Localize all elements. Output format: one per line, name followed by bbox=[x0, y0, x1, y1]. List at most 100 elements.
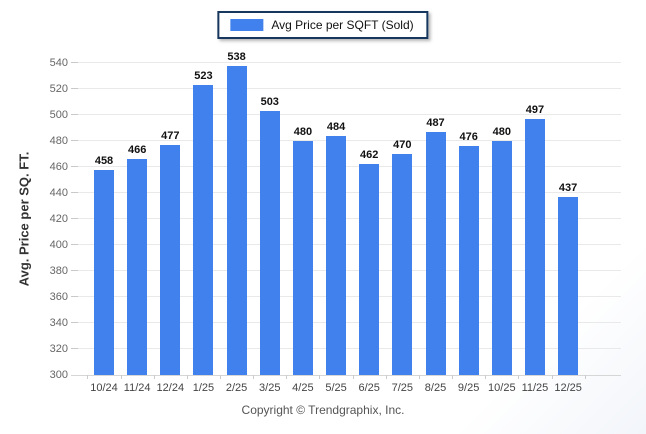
gridline bbox=[71, 62, 621, 63]
y-axis-label: 340 bbox=[49, 317, 68, 329]
y-tick-mark bbox=[71, 166, 78, 167]
bar-10/24: 458 bbox=[94, 155, 114, 375]
y-tick-mark bbox=[71, 192, 78, 193]
bar-value-label: 462 bbox=[360, 149, 379, 162]
y-axis-label: 400 bbox=[49, 239, 68, 251]
y-axis-label: 520 bbox=[49, 83, 68, 95]
x-tick-mark bbox=[352, 375, 354, 379]
x-tick-mark bbox=[120, 375, 122, 379]
x-tick-mark bbox=[220, 375, 222, 379]
x-axis-label: 4/25 bbox=[292, 382, 314, 394]
y-tick-mark bbox=[71, 244, 78, 245]
x-tick-mark bbox=[87, 375, 89, 379]
y-tick-mark bbox=[71, 348, 78, 349]
legend: Avg Price per SQFT (Sold) bbox=[217, 11, 429, 39]
x-axis-label: 12/24 bbox=[156, 382, 185, 394]
x-tick-mark bbox=[584, 375, 586, 379]
x-axis-label: 11/24 bbox=[123, 382, 151, 394]
bar-5/25: 484 bbox=[326, 121, 347, 375]
bar-8/25: 487 bbox=[425, 117, 446, 375]
bar-6/25: 462 bbox=[359, 149, 380, 375]
x-tick-mark bbox=[385, 375, 387, 379]
gridline bbox=[71, 88, 621, 89]
bar-value-label: 497 bbox=[525, 103, 545, 116]
y-tick-mark bbox=[71, 322, 78, 323]
y-tick-mark bbox=[71, 62, 78, 63]
bar-value-label: 484 bbox=[326, 120, 346, 133]
y-axis-label: 320 bbox=[49, 343, 68, 355]
bar-value-label: 437 bbox=[558, 181, 578, 194]
bar-11/24: 466 bbox=[127, 144, 148, 375]
y-tick-mark bbox=[71, 88, 78, 89]
x-axis-label: 12/25 bbox=[554, 382, 582, 394]
y-tick-mark bbox=[71, 114, 78, 115]
x-axis-label: 11/25 bbox=[521, 382, 549, 394]
gridline bbox=[71, 140, 621, 141]
y-axis-tick-labels: 300 320 340 360 380 400 420 440 460 480 500 520 540 bbox=[0, 57, 68, 381]
x-tick-mark bbox=[518, 375, 520, 379]
y-axis-label: 300 bbox=[49, 369, 68, 381]
x-axis-label: 5/25 bbox=[325, 382, 347, 394]
bar-value-label: 480 bbox=[293, 126, 313, 138]
gridline bbox=[71, 296, 621, 297]
bar-11/25: 497 bbox=[524, 104, 545, 375]
x-axis-label: 7/25 bbox=[391, 382, 414, 394]
gridline bbox=[71, 114, 621, 115]
x-tick-mark bbox=[319, 375, 321, 379]
legend-swatch bbox=[230, 19, 264, 31]
gridline bbox=[71, 322, 621, 323]
y-tick-mark bbox=[71, 270, 78, 271]
gridline bbox=[71, 192, 621, 193]
x-tick-mark bbox=[551, 375, 553, 379]
y-axis-label: 540 bbox=[49, 57, 68, 69]
y-tick-mark bbox=[71, 218, 78, 219]
x-axis-label: 10/24 bbox=[90, 382, 118, 394]
x-tick-mark bbox=[153, 375, 155, 379]
y-axis-label: 440 bbox=[49, 187, 68, 199]
x-axis-label: 9/25 bbox=[457, 382, 480, 394]
bar-value-label: 480 bbox=[492, 126, 511, 138]
x-tick-mark bbox=[418, 375, 420, 379]
x-tick-mark bbox=[186, 375, 188, 379]
bar-3/25: 503 bbox=[259, 96, 280, 375]
x-tick-mark bbox=[286, 375, 288, 379]
bar-10/25: 480 bbox=[491, 126, 512, 375]
bar-7/25: 470 bbox=[392, 139, 413, 375]
x-axis-label: 1/25 bbox=[192, 382, 215, 394]
y-tick-mark bbox=[71, 296, 78, 297]
bar-4/25: 480 bbox=[292, 126, 313, 375]
y-axis-label: 420 bbox=[49, 213, 68, 225]
x-tick-mark bbox=[452, 375, 454, 379]
bar-12/24: 477 bbox=[160, 130, 181, 375]
x-axis-label: 8/25 bbox=[424, 382, 447, 394]
bar-value-label: 476 bbox=[459, 131, 478, 144]
x-axis-label: 6/25 bbox=[358, 382, 380, 394]
bar-value-label: 487 bbox=[426, 116, 445, 129]
bar-12/25: 437 bbox=[558, 182, 579, 375]
y-axis-label: 480 bbox=[49, 135, 68, 147]
bar-value-label: 503 bbox=[260, 96, 279, 109]
bar-value-label: 538 bbox=[227, 50, 246, 63]
x-axis-label: 2/25 bbox=[225, 382, 248, 394]
y-tick-mark bbox=[71, 140, 78, 141]
gridline bbox=[71, 166, 621, 167]
bar-value-label: 470 bbox=[393, 139, 412, 151]
x-axis-label: 3/25 bbox=[259, 382, 281, 394]
y-axis-label: 360 bbox=[49, 291, 68, 303]
plot-area: 458 10/24 466 11/24 477 12/24 523 1/25 538 2/25 50… bbox=[71, 51, 621, 394]
y-axis-label: 500 bbox=[49, 109, 68, 121]
x-axis-label: 10/25 bbox=[488, 382, 516, 394]
bar-value-label: 477 bbox=[161, 129, 180, 142]
x-axis-line bbox=[71, 375, 621, 376]
y-axis-label: 460 bbox=[49, 161, 68, 173]
gridline bbox=[71, 270, 621, 271]
x-tick-mark bbox=[485, 375, 487, 379]
bar-1/25: 523 bbox=[193, 70, 214, 375]
bar-value-label: 458 bbox=[94, 154, 114, 167]
gridline bbox=[71, 244, 621, 245]
gridline bbox=[71, 348, 621, 349]
gridline bbox=[71, 218, 621, 219]
bar-value-label: 523 bbox=[194, 70, 213, 83]
y-axis-label: 380 bbox=[49, 265, 68, 277]
bar-2/25: 538 bbox=[226, 51, 247, 375]
